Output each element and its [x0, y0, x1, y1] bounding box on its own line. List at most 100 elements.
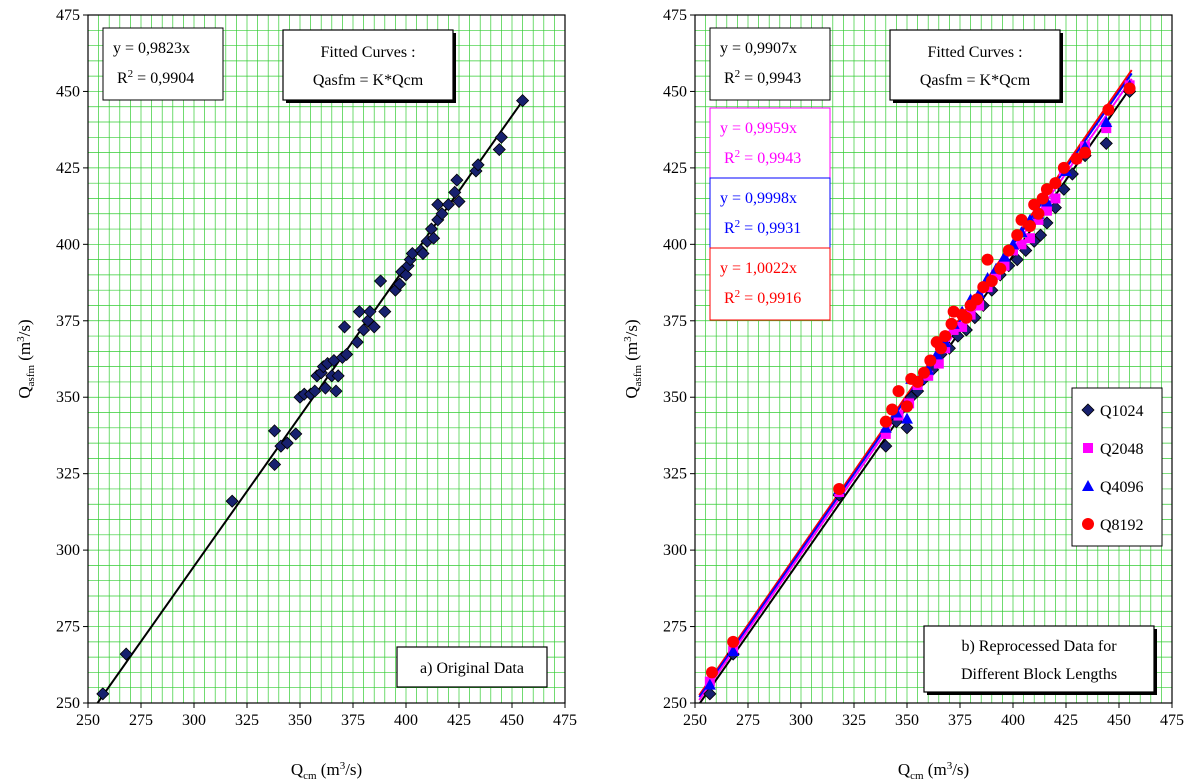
x-axis-label-main: Q — [898, 760, 910, 779]
data-point — [289, 427, 303, 441]
y-axis-label: Qasfm (m3/s) — [15, 319, 37, 398]
data-point — [378, 305, 392, 319]
y-tick-label: 300 — [663, 542, 687, 559]
fitted-curves-title: Fitted Curves : — [927, 44, 1022, 61]
data-point — [879, 415, 892, 428]
x-axis-label-unit-end: /s) — [345, 760, 362, 779]
fitted-curves-box: Fitted Curves : Qasfm = K*Qcm — [889, 29, 1063, 103]
data-point — [911, 375, 924, 388]
chart-a-original-data: 250 275 300 325 350 375 400 425 450 475 250 275 300 3… — [15, 7, 577, 782]
data-point — [934, 342, 947, 355]
equation-text: y = 0,9998x — [720, 190, 797, 207]
r-squared-sup: 2 — [735, 218, 741, 230]
fitted-curves-shadow-right — [1060, 33, 1063, 103]
caption-line-1: a) Original Data — [420, 660, 524, 677]
data-point — [416, 246, 430, 261]
data-point — [892, 385, 905, 398]
data-point — [974, 300, 985, 311]
r-squared-text: R2 = 0,9943 — [724, 148, 801, 167]
data-point — [901, 400, 913, 413]
data-point — [1049, 177, 1062, 190]
x-axis-label-unit: (m — [317, 760, 340, 779]
data-point — [727, 635, 740, 648]
r-squared-sup: 2 — [735, 288, 741, 300]
data-point — [1002, 244, 1015, 257]
legend-marker — [1083, 443, 1093, 453]
data-point — [1101, 123, 1112, 134]
data-point — [1024, 233, 1035, 244]
data-point — [1040, 183, 1053, 196]
data-point — [1057, 161, 1070, 174]
equation-box: y = 0,9823x R2 = 0,9904 — [102, 27, 224, 101]
data-point — [331, 369, 345, 383]
y-axis-label-unit-sup: 3 — [15, 336, 27, 342]
data-point — [494, 130, 508, 144]
data-point — [450, 173, 464, 187]
caption-frame — [396, 646, 548, 688]
data-point — [917, 366, 930, 379]
data-point — [340, 347, 354, 361]
data-point — [1041, 205, 1052, 216]
data-point — [1011, 229, 1024, 242]
x-tick-label: 300 — [789, 712, 813, 729]
data-point — [705, 666, 718, 679]
data-point — [393, 277, 407, 291]
data-point — [426, 231, 441, 245]
data-point — [1079, 146, 1092, 159]
data-point — [1023, 219, 1036, 232]
data-point — [225, 494, 239, 508]
data-point — [318, 381, 333, 395]
x-axis-label-sub: cm — [910, 770, 924, 782]
data-point — [431, 198, 445, 212]
y-tick-label: 375 — [663, 313, 687, 330]
y-axis-label-unit-end: /s) — [15, 319, 34, 336]
equation-text: y = 0,9907x — [720, 40, 797, 57]
r-squared-symbol: R — [724, 220, 735, 237]
data-point — [933, 358, 944, 369]
legend-marker — [1081, 403, 1095, 417]
data-point — [977, 281, 990, 294]
equation-box: y = 0,9959x R2 = 0,9943 — [709, 107, 831, 181]
data-point — [280, 436, 294, 450]
y-axis-label: Qasfm (m3/s) — [622, 319, 644, 398]
data-point — [1015, 213, 1028, 226]
y-axis-label-unit: (m — [15, 342, 34, 365]
legend-label: Q8192 — [1100, 517, 1144, 534]
x-tick-label: 250 — [76, 712, 100, 729]
data-point — [308, 384, 322, 398]
x-axis-label-sub: cm — [303, 770, 317, 782]
equation-text: y = 1,0022x — [720, 260, 797, 277]
data-point — [1010, 253, 1024, 267]
fitted-curves-box: Fitted Curves : Qasfm = K*Qcm — [282, 29, 456, 103]
data-point — [435, 207, 449, 221]
caption-box: a) Original Data — [396, 646, 548, 688]
x-tick-label: 400 — [394, 712, 418, 729]
y-axis-label-unit-sup: 3 — [622, 336, 634, 342]
fit-line — [96, 97, 526, 703]
data-point — [1070, 152, 1083, 165]
data-point — [119, 647, 133, 661]
data-point — [924, 354, 937, 367]
r-squared-text: R2 = 0,9916 — [724, 288, 801, 307]
y-tick-label: 475 — [663, 7, 687, 24]
data-point — [948, 324, 959, 335]
x-tick-label: 350 — [288, 712, 312, 729]
data-point — [399, 268, 413, 282]
r-squared-value: = 0,9904 — [133, 70, 194, 87]
data-point — [96, 687, 110, 701]
fitted-curves-shadow-bottom — [893, 100, 1063, 103]
r-squared-text: R2 = 0,9943 — [724, 68, 801, 87]
data-point — [957, 321, 968, 332]
data-point — [1099, 136, 1113, 150]
x-tick-label: 300 — [182, 712, 206, 729]
y-axis-label-main: Q — [622, 386, 641, 398]
chart-b-reprocessed-data: 250 275 300 325 350 375 400 425 450 475 250 275 300 3… — [622, 7, 1184, 782]
series-data — [96, 94, 530, 701]
data-point — [833, 482, 846, 495]
x-axis-label-unit: (m — [924, 760, 947, 779]
fitted-curves-formula: Qasfm = K*Qcm — [313, 72, 424, 89]
data-point — [267, 424, 282, 438]
x-tick-label: 350 — [895, 712, 919, 729]
r-squared-sup: 2 — [128, 68, 134, 80]
data-point — [960, 311, 973, 324]
